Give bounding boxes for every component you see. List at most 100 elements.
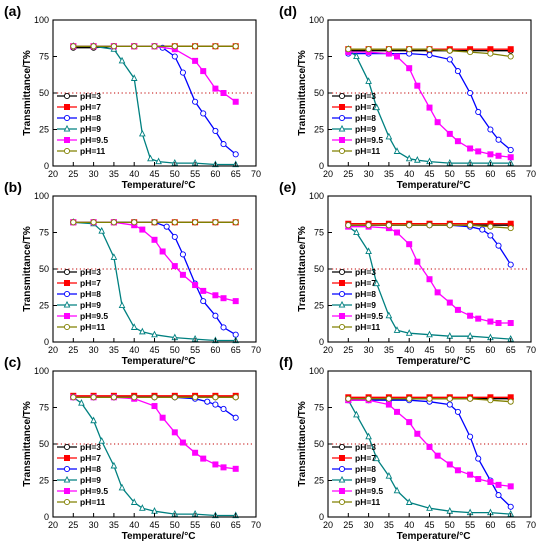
data-point bbox=[373, 279, 381, 287]
x-tick-label: 55 bbox=[465, 345, 475, 355]
data-point bbox=[475, 108, 482, 116]
panel-label: (c) bbox=[4, 354, 21, 370]
x-tick-label: 60 bbox=[485, 345, 495, 355]
legend-entry: pH=8 bbox=[355, 113, 376, 123]
data-point bbox=[151, 394, 158, 401]
data-point bbox=[200, 287, 207, 294]
legend-swatch-marker bbox=[64, 487, 71, 494]
data-point bbox=[446, 222, 453, 229]
data-point bbox=[179, 69, 186, 76]
y-axis-title: Transmittance/T% bbox=[297, 226, 308, 312]
y-tick-label: 25 bbox=[39, 301, 49, 311]
data-point bbox=[171, 43, 178, 50]
y-tick-label: 0 bbox=[44, 512, 49, 522]
data-point bbox=[507, 503, 514, 510]
data-point bbox=[220, 295, 227, 302]
data-point bbox=[475, 148, 482, 155]
data-point bbox=[467, 471, 474, 478]
data-point bbox=[507, 46, 514, 53]
data-point bbox=[487, 126, 494, 133]
legend-swatch-marker bbox=[338, 147, 346, 155]
data-point bbox=[139, 226, 146, 233]
data-point bbox=[487, 151, 494, 158]
data-point bbox=[406, 241, 413, 248]
data-point bbox=[353, 228, 360, 236]
data-point bbox=[353, 410, 360, 418]
x-axis-title: Temperature/°C bbox=[122, 356, 196, 367]
legend-swatch-marker bbox=[338, 498, 346, 506]
data-point bbox=[118, 56, 126, 64]
legend-swatch-marker bbox=[63, 475, 71, 483]
data-point bbox=[232, 98, 239, 105]
series-line bbox=[73, 45, 236, 166]
data-point bbox=[454, 68, 461, 75]
legend-swatch-marker bbox=[63, 290, 71, 298]
data-point bbox=[434, 119, 441, 126]
data-point bbox=[467, 145, 474, 152]
x-tick-label: 55 bbox=[465, 520, 475, 530]
x-tick-label: 50 bbox=[170, 520, 180, 530]
x-tick-label: 40 bbox=[129, 345, 139, 355]
data-point bbox=[171, 263, 178, 270]
data-point bbox=[373, 103, 381, 111]
series-ph-9-5 bbox=[70, 394, 239, 472]
data-point bbox=[446, 299, 453, 306]
data-point bbox=[151, 330, 158, 338]
data-point bbox=[414, 82, 421, 89]
data-point bbox=[507, 154, 514, 161]
data-point bbox=[507, 261, 514, 268]
y-tick-label: 100 bbox=[309, 15, 324, 25]
legend-swatch-marker bbox=[64, 104, 71, 111]
data-point bbox=[426, 443, 433, 450]
y-tick-label: 50 bbox=[39, 88, 49, 98]
legend-swatch-marker bbox=[63, 443, 71, 451]
data-point bbox=[98, 226, 106, 234]
chart-panel-6: 20 25 30 35 40 45 50 55 60 65 70 0 25 50 75 100 Temperat… bbox=[279, 354, 536, 542]
series-ph-11 bbox=[70, 394, 239, 401]
x-tick-label: 40 bbox=[129, 169, 139, 179]
data-point bbox=[487, 478, 494, 485]
data-point bbox=[353, 52, 360, 60]
data-point bbox=[467, 312, 474, 319]
data-point bbox=[406, 222, 413, 229]
series-ph-11 bbox=[345, 395, 514, 405]
data-point bbox=[220, 324, 227, 331]
data-point bbox=[110, 219, 117, 226]
data-point bbox=[413, 156, 421, 163]
legend-entry: pH=11 bbox=[355, 146, 381, 156]
x-tick-label: 35 bbox=[384, 520, 394, 530]
data-point bbox=[90, 394, 97, 401]
legend-swatch-marker bbox=[63, 465, 71, 473]
data-point bbox=[446, 47, 453, 54]
x-tick-label: 30 bbox=[364, 345, 374, 355]
data-point bbox=[110, 461, 118, 469]
data-point bbox=[454, 306, 461, 313]
chart-panel-2: 20 25 30 35 40 45 50 55 60 65 70 0 25 50 75 100 Temperat… bbox=[4, 179, 261, 367]
data-point bbox=[385, 472, 393, 479]
legend-swatch-marker bbox=[63, 147, 71, 155]
legend: pH=3pH=7pH=8pH=9pH=9.5pH=11 bbox=[332, 442, 383, 507]
data-point bbox=[394, 408, 401, 415]
series-ph-11 bbox=[70, 43, 239, 50]
x-tick-label: 65 bbox=[506, 169, 516, 179]
legend-swatch-marker bbox=[339, 487, 346, 494]
legend-entry: pH=9.5 bbox=[80, 486, 108, 496]
series-line bbox=[347, 226, 511, 340]
legend-entry: pH=7 bbox=[80, 102, 101, 112]
legend-swatch-marker bbox=[63, 323, 71, 331]
x-tick-label: 35 bbox=[109, 520, 119, 530]
data-point bbox=[507, 146, 514, 153]
data-point bbox=[171, 394, 178, 401]
data-point bbox=[426, 330, 433, 338]
data-point bbox=[426, 51, 433, 59]
data-point bbox=[212, 461, 219, 468]
data-point bbox=[200, 68, 207, 75]
x-tick-label: 65 bbox=[506, 520, 516, 530]
x-tick-label: 35 bbox=[384, 345, 394, 355]
x-tick-label: 35 bbox=[109, 345, 119, 355]
x-tick-label: 35 bbox=[384, 169, 394, 179]
data-point bbox=[495, 152, 502, 159]
panel-label: (d) bbox=[279, 3, 297, 19]
data-point bbox=[138, 327, 146, 335]
